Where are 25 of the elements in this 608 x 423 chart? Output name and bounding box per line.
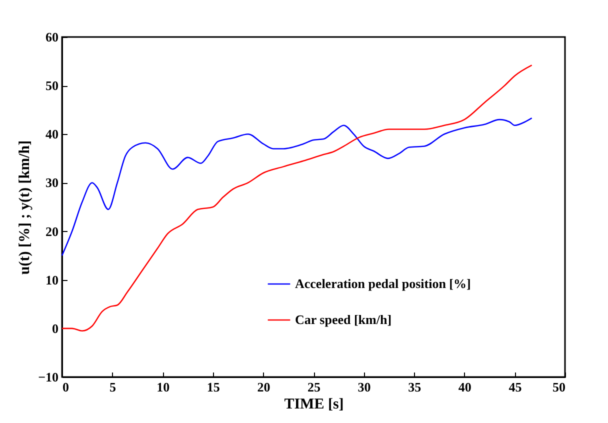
x-tick-label: 20 xyxy=(257,380,270,394)
y-tick-label: 40 xyxy=(46,126,58,142)
x-tick-label: 0 xyxy=(62,380,69,394)
line-series xyxy=(61,117,532,256)
x-tick-label: 50 xyxy=(552,380,566,394)
y-tick-label: 30 xyxy=(46,175,58,190)
x-tick-label: 25 xyxy=(308,380,321,394)
x-tick-label: 40 xyxy=(458,380,472,394)
x-tick-label: 45 xyxy=(508,380,522,394)
x-tick-label: 10 xyxy=(156,380,170,394)
x-axis-title: TIME [s] xyxy=(284,396,344,412)
x-tick-label: 30 xyxy=(358,380,371,394)
x-tick-label: 15 xyxy=(206,380,220,394)
x-tick-label: 35 xyxy=(408,380,422,394)
x-tick-label: 5 xyxy=(110,380,117,394)
y-tick-label: 10 xyxy=(46,272,58,288)
legend-label: Car speed [km/h] xyxy=(295,312,392,327)
y-tick-label: −10 xyxy=(38,370,58,384)
y-tick-label: 50 xyxy=(46,78,58,94)
y-tick-label: 20 xyxy=(46,224,58,239)
y-axis-title: u(t) [%] ; y(t) [km/h] xyxy=(17,140,34,275)
line-series xyxy=(61,64,532,332)
y-tick-label: 60 xyxy=(46,30,58,44)
legend-label: Acceleration pedal position [%] xyxy=(295,276,471,291)
y-tick-label: 0 xyxy=(52,320,58,336)
